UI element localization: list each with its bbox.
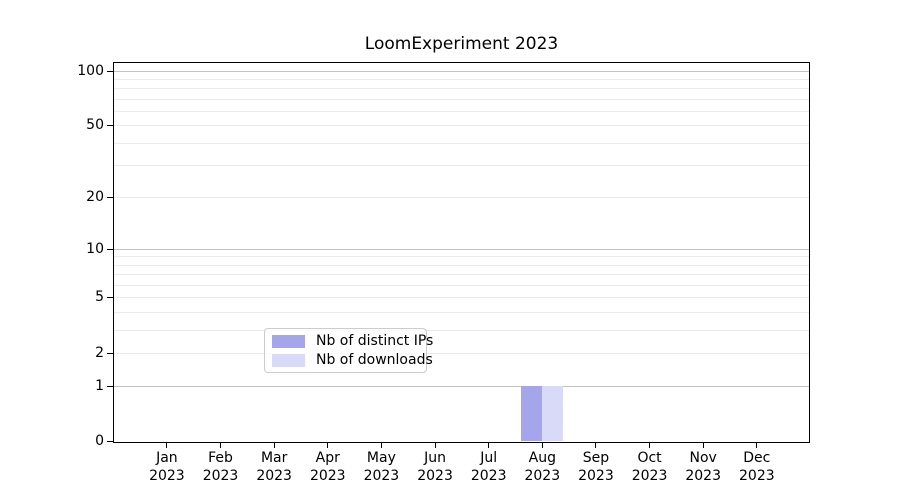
x-tick: [380, 442, 382, 448]
y-gridline-minor: [114, 88, 809, 90]
x-tick-month: Feb: [208, 450, 233, 466]
x-tick: [702, 442, 704, 448]
y-gridline-minor: [114, 311, 809, 313]
x-tick-label: Mar 2023: [246, 449, 302, 485]
y-gridline-major: [114, 385, 809, 387]
x-tick-month: Apr: [315, 450, 340, 466]
legend-swatch-icon: [272, 353, 305, 367]
x-tick: [649, 442, 651, 448]
legend-label: Nb of downloads: [316, 352, 433, 368]
x-tick-month: Jun: [424, 450, 446, 466]
x-tick: [434, 442, 436, 448]
x-tick-year: 2023: [149, 468, 185, 484]
y-tick-label: 20: [86, 188, 104, 205]
bar-nb-of-downloads: [542, 385, 564, 441]
x-tick: [220, 442, 222, 448]
x-tick-label: Jan 2023: [139, 449, 195, 485]
x-tick-label: Nov 2023: [675, 449, 731, 485]
legend-entry: Nb of downloads: [265, 351, 433, 370]
x-tick-year: 2023: [739, 468, 775, 484]
y-tick: [107, 196, 113, 198]
x-tick-year: 2023: [202, 468, 239, 484]
y-gridline-major: [114, 70, 809, 72]
x-tick-month: Jan: [156, 450, 178, 466]
y-gridline-minor: [114, 111, 809, 113]
y-gridline-minor: [114, 125, 809, 127]
y-gridline-minor: [114, 352, 809, 354]
x-tick: [327, 442, 329, 448]
y-gridline-minor: [114, 274, 809, 276]
x-tick-year: 2023: [256, 468, 292, 484]
y-tick: [107, 385, 113, 387]
y-gridline-minor: [114, 196, 809, 198]
y-tick: [107, 352, 113, 354]
x-tick-label: Oct 2023: [622, 449, 678, 485]
y-tick: [107, 297, 113, 299]
x-tick-month: Nov: [689, 450, 717, 466]
x-tick-year: 2023: [631, 468, 668, 484]
y-tick: [107, 248, 113, 250]
y-gridline-minor: [114, 98, 809, 100]
y-tick: [107, 125, 113, 127]
x-tick-year: 2023: [685, 468, 721, 484]
x-tick: [273, 442, 275, 448]
x-tick: [756, 442, 758, 448]
y-tick-label: 1: [95, 377, 104, 394]
y-gridline-minor: [114, 256, 809, 258]
y-tick-label: 5: [95, 289, 104, 306]
bar-nb-of-distinct-ips: [521, 385, 543, 441]
y-gridline-minor: [114, 143, 809, 144]
legend-entry: Nb of distinct IPs: [265, 332, 433, 351]
y-tick-label: 0: [95, 433, 104, 450]
x-tick: [488, 442, 490, 448]
x-tick-label: Jun 2023: [407, 449, 463, 485]
y-gridline-minor: [114, 329, 809, 331]
x-tick-label: Sep 2023: [568, 449, 624, 485]
y-tick: [107, 70, 113, 72]
x-tick: [595, 442, 597, 448]
x-tick-label: Feb 2023: [193, 449, 249, 485]
x-tick-label: Aug 2023: [514, 449, 570, 485]
x-tick-year: 2023: [417, 468, 453, 484]
y-gridline-minor: [114, 297, 809, 299]
chart-title: LoomExperiment 2023: [364, 34, 559, 54]
x-tick-year: 2023: [470, 468, 507, 484]
x-tick-month: Jul: [480, 450, 498, 466]
legend: Nb of distinct IPs Nb of downloads: [264, 328, 433, 373]
x-tick-year: 2023: [363, 468, 400, 484]
legend-label: Nb of distinct IPs: [316, 333, 434, 349]
x-tick-month: Dec: [743, 450, 771, 466]
x-tick-month: Mar: [260, 450, 288, 466]
y-tick-label: 100: [77, 62, 104, 79]
y-gridline-major: [114, 248, 809, 250]
y-tick: [107, 441, 113, 443]
x-tick-label: Apr 2023: [300, 449, 356, 485]
y-gridline-minor: [114, 264, 809, 266]
x-tick-month: Aug: [528, 450, 556, 466]
y-gridline-minor: [114, 78, 809, 80]
x-tick-label: Jul 2023: [461, 449, 517, 485]
legend-swatch-icon: [272, 334, 305, 348]
x-tick: [541, 442, 543, 448]
x-tick-year: 2023: [309, 468, 346, 484]
y-gridline-minor: [114, 165, 809, 167]
x-tick-year: 2023: [524, 468, 561, 484]
y-tick-label: 10: [86, 240, 104, 257]
plot-area: 0 1 2 5 10 20 50 100 Jan 2023 Feb 2023 Mar 2023 Apr 202…: [77, 62, 810, 484]
x-tick-label: Dec 2023: [729, 449, 785, 485]
x-tick-year: 2023: [578, 468, 614, 484]
y-gridline-minor: [114, 284, 809, 286]
x-tick-month: May: [366, 450, 396, 466]
y-tick-label: 50: [86, 117, 104, 134]
x-tick-month: Sep: [582, 450, 610, 466]
y-tick-label: 2: [95, 344, 104, 361]
x-tick: [166, 442, 168, 448]
x-tick-label: May 2023: [353, 449, 409, 485]
x-tick-month: Oct: [637, 450, 662, 466]
